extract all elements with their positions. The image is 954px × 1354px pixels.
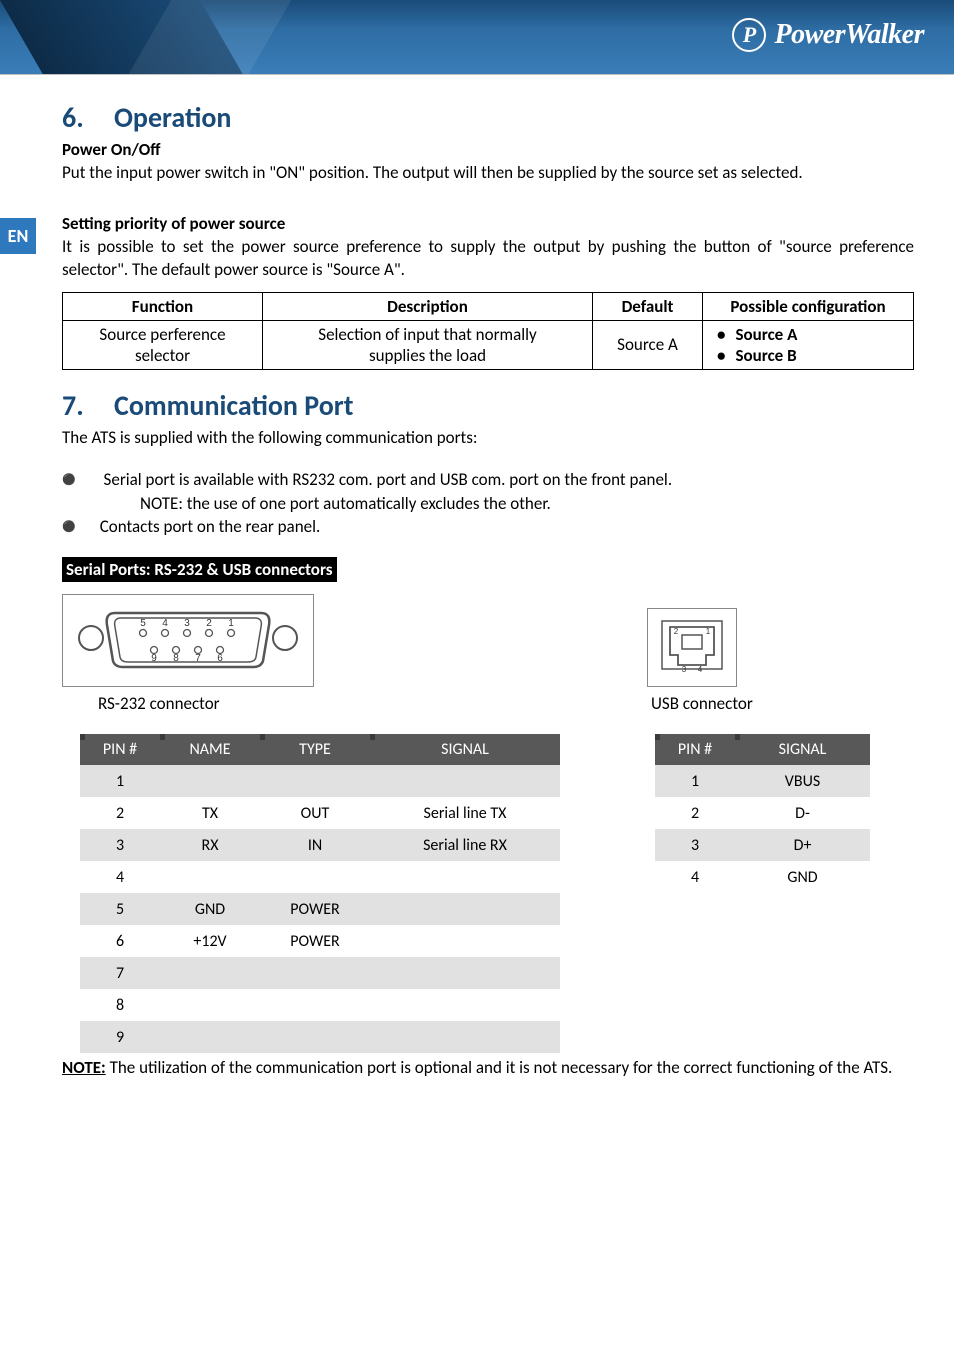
table-row: 2TXOUTSerial line TX <box>80 797 560 829</box>
setting-priority-text: It is possible to set the power source p… <box>62 236 914 282</box>
table-row: 3RXINSerial line RX <box>80 829 560 861</box>
note-label: NOTE: <box>62 1057 106 1078</box>
svg-text:2: 2 <box>206 618 212 629</box>
cfg-desc-l2: supplies the load <box>369 345 486 366</box>
section-6-title: Operation <box>114 100 231 135</box>
table-row: 8 <box>80 989 560 1021</box>
rs232-th-pin: PIN # <box>80 734 160 765</box>
section-7-intro: The ATS is supplied with the following c… <box>62 427 914 450</box>
page-content: 6.Operation Power On/Off Put the input p… <box>0 75 954 1100</box>
table-row: 5GNDPOWER <box>80 893 560 925</box>
rs232-th-name: NAME <box>160 734 260 765</box>
cfg-td-default: Source A <box>593 320 703 369</box>
rs232-th-type: TYPE <box>260 734 370 765</box>
cfg-td-desc: Selection of input that normally supplie… <box>263 320 593 369</box>
brand-logo: P PowerWalker <box>732 18 924 52</box>
rs232-th-signal: SIGNAL <box>370 734 560 765</box>
section-7-title: Communication Port <box>114 388 353 423</box>
page-header-banner: P PowerWalker <box>0 0 954 75</box>
cfg-th-description: Description <box>263 292 593 320</box>
cfg-desc-l1: Selection of input that normally <box>318 324 536 345</box>
svg-text:4: 4 <box>162 618 168 629</box>
table-row: 4GND <box>655 861 870 893</box>
cfg-opt-b: Source B <box>717 345 907 366</box>
serial-ports-bar: Serial Ports: RS-232 & USB connectors <box>62 557 337 582</box>
table-row: 4 <box>80 861 560 893</box>
comm-port-bullets: Serial port is available with RS232 com.… <box>62 468 914 539</box>
table-row: 2D- <box>655 797 870 829</box>
svg-text:1: 1 <box>228 618 234 629</box>
brand-name: PowerWalker <box>774 19 924 51</box>
svg-text:5: 5 <box>140 618 146 629</box>
cfg-function-l2: selector <box>135 345 190 366</box>
note-paragraph: NOTE: The utilization of the communicati… <box>62 1057 914 1080</box>
cfg-function-l1: Source perference <box>99 324 225 345</box>
svg-text:7: 7 <box>195 653 201 664</box>
usb-connector-diagram: 2 1 3 4 <box>647 608 737 687</box>
power-onoff-text: Put the input power switch in "ON" posit… <box>62 162 914 185</box>
section-6-number: 6. <box>62 100 114 135</box>
config-table: Function Description Default Possible co… <box>62 292 914 370</box>
svg-text:8: 8 <box>173 653 179 664</box>
bullet-serial-port: Serial port is available with RS232 com.… <box>104 469 673 490</box>
cfg-th-default: Default <box>593 292 703 320</box>
svg-text:9: 9 <box>151 653 157 664</box>
table-row: 6+12VPOWER <box>80 925 560 957</box>
powerwalker-icon: P <box>732 18 766 52</box>
rs232-pin-table: PIN # NAME TYPE SIGNAL 1 2TXOUTSerial li… <box>80 734 560 1053</box>
svg-text:1: 1 <box>706 627 711 636</box>
table-row: 1VBUS <box>655 765 870 797</box>
rs232-caption: RS-232 connector <box>62 693 647 714</box>
setting-priority-subhead: Setting priority of power source <box>62 213 914 234</box>
usb-th-signal: SIGNAL <box>735 734 870 765</box>
bullet-contacts-port: Contacts port on the rear panel. <box>90 515 914 539</box>
svg-text:3: 3 <box>682 665 687 674</box>
cfg-opt-a: Source A <box>717 324 907 345</box>
table-row: 1 <box>80 765 560 797</box>
note-text: The utilization of the communication por… <box>106 1057 893 1078</box>
svg-text:6: 6 <box>217 653 223 664</box>
section-7-number: 7. <box>62 388 114 423</box>
power-onoff-subhead: Power On/Off <box>62 139 914 160</box>
cfg-td-function: Source perference selector <box>63 320 263 369</box>
table-row: 7 <box>80 957 560 989</box>
cfg-td-opts: Source A Source B <box>703 320 914 369</box>
section-7-heading: 7.Communication Port <box>62 388 914 423</box>
table-row: 9 <box>80 1021 560 1053</box>
usb-th-pin: PIN # <box>655 734 735 765</box>
usb-pin-table: PIN # SIGNAL 1VBUS 2D- 3D+ 4GND <box>655 734 870 893</box>
usb-caption: USB connector <box>647 693 914 714</box>
svg-text:3: 3 <box>184 618 190 629</box>
cfg-th-function: Function <box>63 292 263 320</box>
svg-text:4: 4 <box>698 665 703 674</box>
section-6-heading: 6.Operation <box>62 100 914 135</box>
svg-text:2: 2 <box>674 627 679 636</box>
rs232-connector-diagram: 5 4 3 2 1 9 8 7 6 <box>62 594 314 687</box>
table-row: 3D+ <box>655 829 870 861</box>
cfg-th-possible: Possible configuration <box>703 292 914 320</box>
bullet-serial-note: NOTE: the use of one port automatically … <box>90 492 914 516</box>
